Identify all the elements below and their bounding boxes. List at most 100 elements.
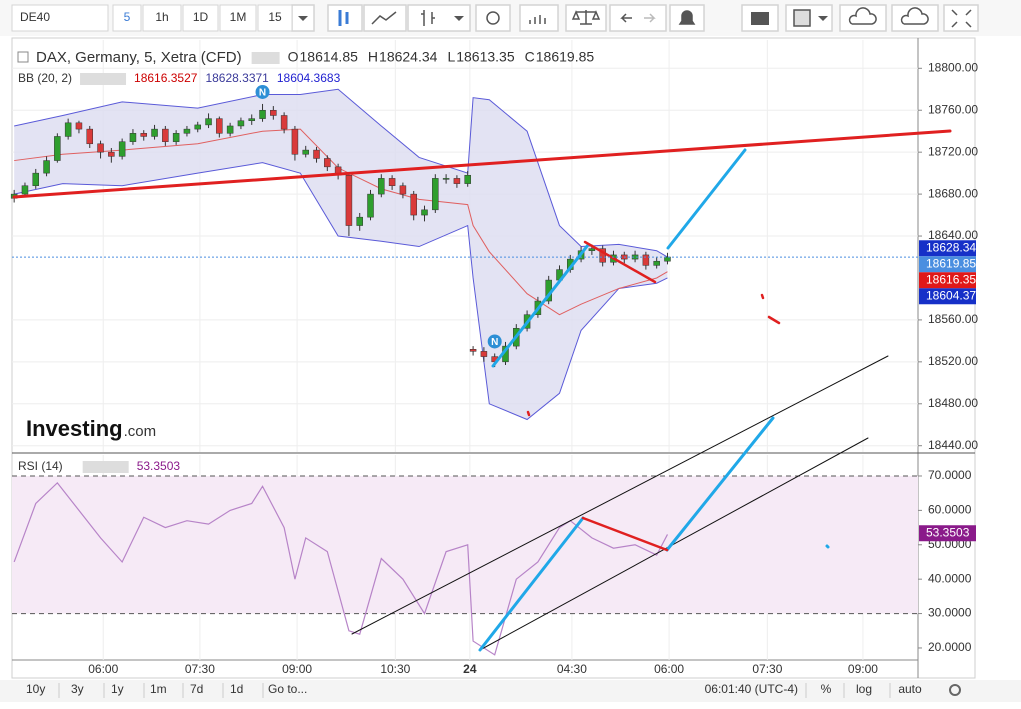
drawing-mark — [825, 544, 830, 549]
interval-label: 5 — [124, 10, 131, 24]
candle-body — [356, 216, 363, 226]
candle-body — [226, 125, 234, 134]
candle-body — [280, 115, 288, 130]
interval-label: 1D — [193, 10, 209, 24]
trendline — [583, 240, 657, 284]
candle-body — [162, 128, 169, 142]
price-label: 18604.37 — [926, 288, 976, 302]
price-label: 18616.35 — [926, 272, 976, 286]
indicator-value: 18604.3683 — [277, 71, 341, 85]
y-tick-label: 18520.00 — [928, 354, 978, 368]
trendline — [491, 243, 590, 368]
x-tick-label: 09:00 — [848, 662, 878, 676]
footer-bar — [0, 680, 1021, 702]
bar-icon — [421, 10, 435, 26]
ohlc-value: 18624.34 — [379, 49, 438, 65]
fullscreen-btn[interactable] — [943, 4, 979, 32]
interval-button[interactable] — [257, 4, 293, 32]
undo-redo[interactable] — [609, 4, 667, 32]
candle-body — [205, 118, 212, 126]
candle-body — [642, 254, 650, 266]
candle-body — [324, 158, 331, 168]
event-marker[interactable] — [255, 84, 270, 99]
axis-option[interactable]: log — [856, 682, 872, 696]
candle-body — [75, 122, 83, 130]
candle-body — [129, 133, 137, 142]
line-type-btn[interactable] — [363, 4, 407, 32]
collapse-icon[interactable] — [17, 51, 29, 63]
candle-body — [480, 351, 488, 357]
event-marker[interactable] — [487, 334, 502, 349]
settings-icon[interactable] — [949, 684, 961, 696]
candle-body — [194, 124, 201, 130]
trendline — [12, 129, 952, 199]
legend-icons[interactable] — [80, 73, 127, 85]
range-button[interactable]: 10y — [26, 682, 45, 696]
indicator-icon — [529, 15, 546, 24]
dropdown-arrow — [454, 16, 464, 21]
x-tick-label: 24 — [463, 662, 477, 676]
range-button[interactable]: 1m — [150, 682, 167, 696]
candle-body — [378, 178, 385, 195]
candle-body — [86, 128, 93, 145]
axis-option[interactable]: % — [821, 682, 832, 696]
candle-body — [183, 128, 191, 134]
symbol-input[interactable] — [11, 4, 109, 32]
x-tick-label: 09:00 — [282, 662, 312, 676]
ohlc-value: 18619.85 — [536, 49, 595, 65]
save-btn[interactable] — [891, 4, 939, 32]
x-tick-label: 06:00 — [88, 662, 118, 676]
interval-label: 1M — [230, 10, 247, 24]
rsi-value-label: 53.3503 — [926, 525, 970, 539]
range-button[interactable]: 1y — [111, 682, 124, 696]
y-tick-label: 18640.00 — [928, 228, 978, 242]
legend-icons[interactable] — [251, 52, 280, 64]
candle-body — [367, 193, 374, 218]
axis-option[interactable]: auto — [898, 682, 922, 696]
settings-btn[interactable] — [475, 4, 511, 32]
candle-body — [399, 185, 407, 195]
interval-button[interactable] — [142, 4, 182, 32]
bb-band — [14, 89, 668, 420]
price-label-box — [919, 256, 976, 273]
y-tick-label: 18720.00 — [928, 144, 978, 158]
range-button[interactable]: 3y — [71, 682, 84, 696]
load-btn[interactable] — [839, 4, 887, 32]
goto-button[interactable]: Go to... — [268, 682, 307, 696]
candle-body — [469, 349, 477, 352]
channel-line — [351, 355, 889, 635]
price-label-box — [919, 240, 976, 257]
y-tick-label: 18560.00 — [928, 312, 978, 326]
legend-icons[interactable] — [82, 461, 129, 473]
trendline — [581, 516, 669, 552]
drawing-mark — [767, 315, 781, 325]
indicator-name: BB (20, 2) — [18, 71, 72, 85]
bb-lower — [14, 162, 668, 421]
interval-button[interactable] — [112, 4, 142, 32]
bell-icon — [678, 10, 696, 25]
range-button[interactable]: 7d — [190, 682, 203, 696]
dropdown-arrow — [818, 16, 828, 21]
interval-button[interactable] — [219, 4, 257, 32]
candle-body — [259, 109, 266, 119]
candle-body — [432, 178, 439, 211]
chart-title: DAX, Germany, 5, Xetra (CFD) — [36, 49, 242, 66]
candle-body — [291, 128, 299, 155]
candle-body — [464, 174, 471, 184]
color-swatch — [793, 9, 811, 27]
candle-body — [453, 178, 461, 184]
trendline — [665, 416, 775, 552]
candle-body — [270, 109, 277, 116]
rsi-band — [12, 475, 918, 614]
candle-type-btn[interactable] — [327, 4, 363, 32]
drawing-mark — [526, 410, 531, 417]
candle-body — [345, 174, 353, 226]
candle-body — [32, 172, 40, 186]
price-label: 18619.85 — [926, 256, 976, 270]
redo-icon — [644, 13, 656, 23]
interval-button[interactable] — [182, 4, 219, 32]
indicator-value: 18628.3371 — [205, 71, 269, 85]
range-button[interactable]: 1d — [230, 682, 243, 696]
toolbar-icons — [291, 4, 979, 32]
indicators-btn[interactable] — [519, 4, 559, 32]
